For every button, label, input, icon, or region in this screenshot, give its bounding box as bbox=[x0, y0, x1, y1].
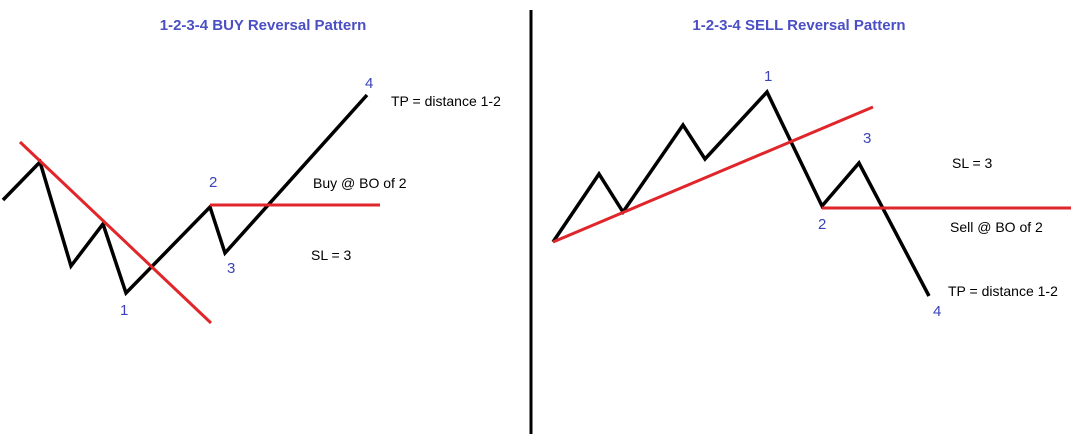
sell-point-2: 2 bbox=[818, 216, 826, 233]
buy-point-2: 2 bbox=[209, 174, 217, 191]
buy-trendline bbox=[18, 140, 213, 325]
sell-panel: 1-2-3-4 SELL Reversal Pattern 1 2 3 4 SL… bbox=[551, 17, 1071, 320]
buy-point-4: 4 bbox=[365, 75, 373, 92]
buy-panel: 1-2-3-4 BUY Reversal Pattern 1 2 3 4 TP … bbox=[1, 17, 501, 325]
buy-price-path bbox=[1, 93, 369, 297]
sell-tp-note: TP = distance 1-2 bbox=[948, 283, 1058, 299]
sell-point-1: 1 bbox=[764, 68, 772, 85]
sell-trendline bbox=[552, 105, 874, 244]
sell-title: 1-2-3-4 SELL Reversal Pattern bbox=[692, 17, 905, 34]
buy-sl-note: SL = 3 bbox=[311, 247, 352, 263]
sell-price-path bbox=[551, 88, 931, 297]
sell-point-4: 4 bbox=[933, 303, 941, 320]
sell-sl-note: SL = 3 bbox=[952, 155, 993, 171]
buy-tp-note: TP = distance 1-2 bbox=[391, 93, 501, 109]
buy-point-3: 3 bbox=[227, 260, 235, 277]
sell-entry-note: Sell @ BO of 2 bbox=[950, 219, 1043, 235]
buy-entry-note: Buy @ BO of 2 bbox=[313, 175, 407, 191]
buy-point-1: 1 bbox=[120, 302, 128, 319]
sell-point-3: 3 bbox=[863, 130, 871, 147]
buy-title: 1-2-3-4 BUY Reversal Pattern bbox=[160, 17, 366, 34]
